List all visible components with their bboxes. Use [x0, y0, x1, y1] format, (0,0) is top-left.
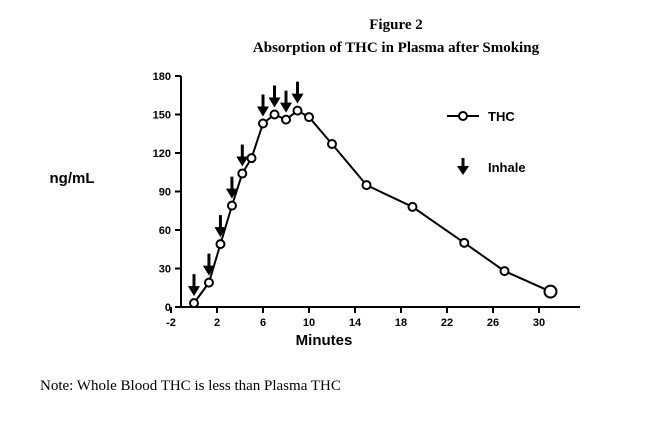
- inhale-arrow: [202, 265, 215, 276]
- inhale-arrow: [236, 156, 249, 167]
- legend: THC Inhale: [447, 109, 526, 175]
- thc-point: [407, 201, 418, 212]
- thc-point: [189, 298, 199, 309]
- thc-point: [292, 105, 303, 116]
- thc-point: [499, 266, 510, 277]
- x-tick-label: 2: [214, 317, 220, 329]
- x-tick-label: 22: [441, 317, 453, 329]
- x-ticks: -2 2 6 10 14 18 22 26 30: [166, 307, 545, 329]
- x-tick-label: 6: [260, 317, 266, 329]
- y-tick-label: 90: [159, 187, 171, 199]
- thc-point: [258, 118, 268, 129]
- thc-point: [203, 277, 214, 288]
- y-tick-label: 150: [153, 110, 171, 122]
- x-axis-label: Minutes: [296, 332, 353, 349]
- inhale-arrow: [214, 227, 227, 238]
- y-tick-label: 180: [153, 71, 171, 83]
- x-tick-label: -2: [166, 317, 176, 329]
- thc-point: [459, 237, 470, 248]
- y-tick-label: 120: [153, 148, 171, 160]
- thc-series: [193, 109, 551, 304]
- legend-thc-label: THC: [488, 109, 515, 124]
- y-ticks: 0 30 60 90 120 150 180: [153, 71, 181, 314]
- thc-points: [189, 105, 558, 309]
- inhale-arrow: [225, 188, 238, 199]
- inhale-arrow: [268, 97, 281, 108]
- inhale-arrow: [257, 106, 269, 117]
- x-tick-label: 18: [395, 317, 407, 329]
- y-tick-label: 60: [159, 225, 171, 237]
- inhale-markers: [188, 81, 304, 297]
- chart-title: Figure 2: [369, 17, 422, 33]
- x-tick-label: 26: [487, 317, 499, 329]
- thc-line: [193, 109, 551, 304]
- thc-point: [543, 284, 558, 299]
- thc-point: [361, 180, 372, 191]
- thc-point: [246, 153, 257, 164]
- thc-point: [215, 239, 226, 250]
- thc-point: [237, 168, 248, 179]
- inhale-arrow: [188, 286, 200, 297]
- x-tick-label: 30: [533, 317, 545, 329]
- legend-inhale-label: Inhale: [488, 160, 526, 175]
- inhale-arrow: [291, 93, 304, 104]
- y-tick-label: 30: [159, 264, 171, 276]
- thc-point: [226, 200, 237, 211]
- thc-point: [327, 139, 337, 150]
- x-tick-label: 14: [349, 317, 362, 329]
- legend-inhale-icon: [457, 166, 469, 175]
- thc-point: [269, 109, 280, 120]
- inhale-arrow: [280, 102, 292, 113]
- chart-subtitle: Absorption of THC in Plasma after Smokin…: [253, 40, 540, 56]
- legend-thc-marker: [458, 111, 468, 121]
- thc-point: [281, 114, 291, 125]
- thc-point: [304, 112, 314, 123]
- y-axis-label: ng/mL: [50, 170, 95, 187]
- x-tick-label: 10: [303, 317, 315, 329]
- footnote: Note: Whole Blood THC is less than Plasm…: [40, 378, 341, 394]
- y-tick-label: 0: [165, 302, 171, 314]
